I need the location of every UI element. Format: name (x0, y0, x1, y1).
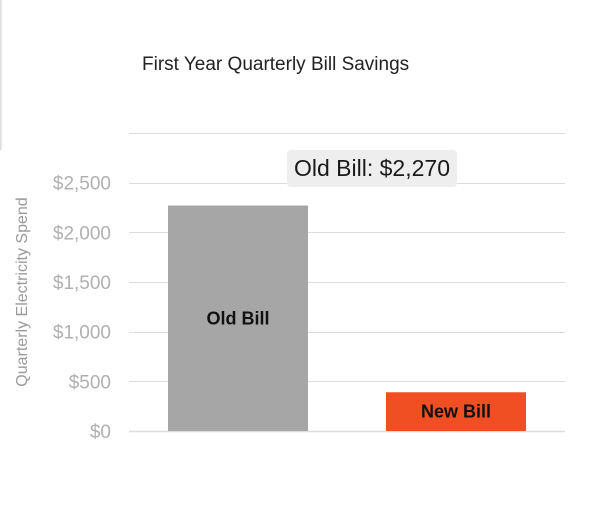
bar-label: Old Bill (207, 308, 270, 328)
y-tick-label: $2,000 (53, 223, 111, 244)
y-tick-label: $1,000 (53, 323, 111, 344)
chart-title: First Year Quarterly Bill Savings (142, 54, 410, 75)
y-tick-label: $1,500 (53, 273, 111, 294)
y-tick-label: $0 (90, 422, 111, 443)
bar-old-bill[interactable] (168, 205, 308, 431)
y-tick-label: $500 (69, 372, 111, 393)
window-edge-shadow (0, 0, 3, 150)
bar-label: New Bill (421, 402, 491, 422)
y-tick-label: $2,500 (53, 174, 111, 195)
bar-tooltip: Old Bill: $2,270 (287, 150, 457, 187)
bar-new-bill[interactable] (386, 392, 526, 431)
